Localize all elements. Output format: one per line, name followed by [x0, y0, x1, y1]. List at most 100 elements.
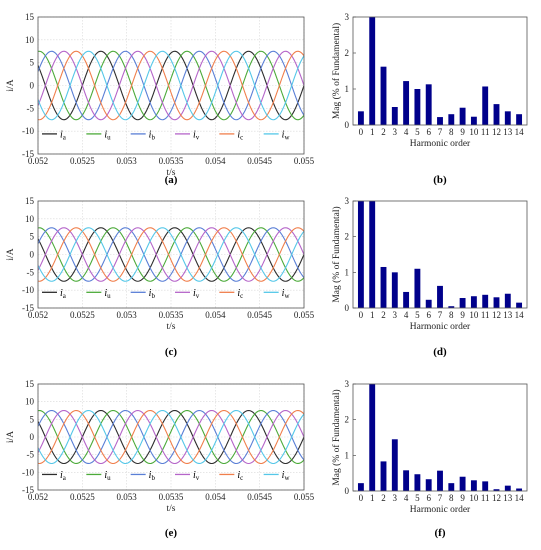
x-tick-label: 7	[438, 310, 443, 320]
x-tick-label: 7	[438, 493, 443, 503]
bar-harmonic-4	[403, 81, 410, 125]
x-axis-label: t/s	[167, 504, 176, 514]
x-tick-label: 11	[481, 127, 490, 137]
x-tick-label: 3	[393, 493, 398, 503]
y-tick-label: 3	[345, 12, 350, 22]
bar-harmonic-2	[380, 266, 387, 308]
x-tick-label: 2	[381, 310, 386, 320]
bar-harmonic-7	[437, 117, 443, 125]
x-tick-label: 0.052	[28, 492, 48, 502]
x-tick-label: 0	[359, 127, 364, 137]
y-tick-label: 1	[345, 450, 350, 460]
x-tick-label: 0.0535	[159, 492, 184, 502]
y-tick-label: 10	[25, 397, 35, 407]
y-tick-label: 1	[345, 267, 350, 277]
legend-label-iv: iv	[193, 129, 200, 141]
x-tick-label: 0.053	[117, 492, 138, 502]
x-tick-label: 14	[515, 493, 525, 503]
y-tick-label: 3	[345, 196, 350, 206]
bar-harmonic-3	[391, 107, 398, 125]
y-tick-label: 0	[345, 486, 350, 496]
bar-harmonic-5	[414, 474, 421, 491]
y-tick-label: -15	[22, 149, 34, 159]
line-chart-a: 15 10 5 0 -5 -10 -150.052 0.0525 0.053 0.0535 0.05…	[6, 12, 315, 186]
series-line-iw	[38, 409, 304, 465]
x-tick-label: 0.054	[205, 310, 226, 320]
y-axis-label: Mag (% of Fundamental)	[331, 389, 342, 485]
y-tick-label: 0	[30, 250, 35, 260]
y-tick-label: 5	[30, 414, 35, 424]
y-axis-label: i/A	[6, 431, 16, 443]
x-axis-label: t/s	[167, 322, 176, 332]
bar-harmonic-10	[470, 296, 477, 308]
y-tick-label: 2	[345, 232, 350, 242]
x-tick-label: 12	[492, 493, 501, 503]
bar-harmonic-6	[425, 479, 432, 491]
x-axis-label: Harmonic order	[410, 505, 471, 515]
x-tick-label: 0.052	[28, 310, 48, 320]
x-axis-label: t/s	[167, 168, 176, 178]
y-axis-label: Mag (% of Fundamental)	[331, 23, 342, 119]
legend-label-ia: ia	[60, 470, 67, 482]
x-tick-label: 2	[381, 127, 386, 137]
bar-harmonic-7	[437, 470, 443, 491]
plot-frame	[37, 383, 305, 491]
x-tick-label: 0.0525	[70, 310, 95, 320]
x-tick-label: 7	[438, 127, 443, 137]
x-tick-label: 13	[503, 310, 513, 320]
x-tick-label: 2	[381, 493, 386, 503]
x-tick-label: 0.0545	[247, 310, 272, 320]
caption-c: (c)	[165, 346, 178, 358]
series-line-iw	[38, 227, 304, 282]
x-tick-label: 0.0525	[70, 492, 95, 502]
bar-harmonic-13	[504, 293, 511, 308]
legend: ia iu ib iv ic iw	[42, 288, 290, 300]
y-tick-label: -15	[22, 303, 34, 313]
y-tick-label: 3	[345, 379, 350, 389]
series-line-iv	[38, 50, 304, 121]
x-tick-label: 9	[460, 127, 465, 137]
x-tick-label: 0.055	[294, 156, 315, 166]
bar-harmonic-8	[448, 483, 455, 491]
y-tick-label: 10	[25, 35, 35, 45]
x-tick-label: 0.055	[294, 310, 315, 320]
legend-label-iw: iw	[282, 470, 291, 482]
x-tick-label: 11	[481, 310, 490, 320]
x-tick-label: 4	[404, 127, 409, 137]
bar-harmonic-8	[448, 306, 455, 308]
y-tick-label: -5	[27, 267, 35, 277]
x-tick-label: 0.0535	[159, 156, 184, 166]
y-tick-label: 0	[345, 303, 350, 313]
x-tick-label: 13	[503, 127, 513, 137]
legend-label-ia: ia	[60, 288, 67, 300]
y-axis-label: i/A	[6, 248, 16, 260]
bar-harmonic-10	[470, 116, 477, 125]
x-tick-label: 5	[415, 127, 420, 137]
bar-harmonic-2	[380, 461, 387, 491]
bar-harmonic-14	[516, 302, 523, 308]
y-tick-label: -10	[22, 126, 34, 136]
x-tick-label: 5	[415, 310, 420, 320]
bar-harmonic-8	[448, 114, 455, 125]
x-tick-label: 9	[460, 310, 465, 320]
legend-label-ib: ib	[149, 470, 156, 482]
bar-harmonic-9	[459, 298, 466, 308]
series-line-iw	[38, 50, 304, 121]
y-axis-label: Mag (% of Fundamental)	[331, 206, 342, 302]
x-tick-label: 1	[370, 127, 375, 137]
x-tick-label: 10	[469, 493, 479, 503]
legend-label-iv: iv	[193, 470, 200, 482]
caption-f: (f)	[435, 527, 446, 539]
bar-harmonic-11	[482, 294, 489, 308]
x-tick-label: 0.052	[28, 156, 48, 166]
x-tick-label: 13	[503, 493, 513, 503]
x-tick-label: 0	[359, 493, 364, 503]
bar-harmonic-9	[459, 107, 466, 125]
y-tick-label: -5	[27, 450, 35, 460]
legend-label-ic: ic	[237, 288, 243, 300]
bar-harmonic-1	[369, 384, 376, 491]
x-tick-label: 1	[370, 493, 375, 503]
y-tick-label: 5	[30, 58, 35, 68]
